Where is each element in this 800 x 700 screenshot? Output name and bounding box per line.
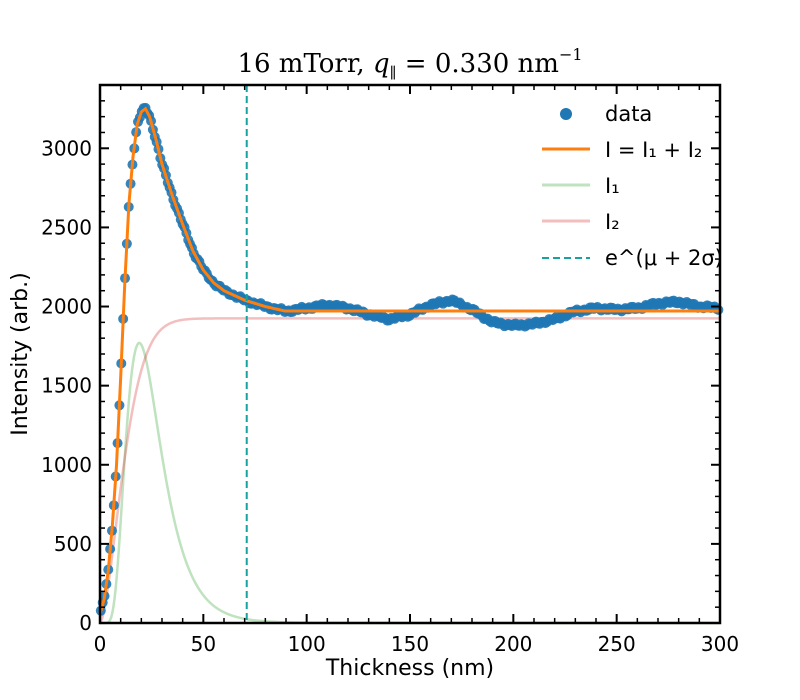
x-tick-label: 100 — [288, 632, 326, 656]
series-i1-line — [100, 341, 720, 625]
x-tick-label: 300 — [701, 632, 739, 656]
y-tick-label: 3000 — [41, 136, 92, 160]
chart-title-sub: ∥ — [390, 64, 397, 82]
series-fit — [98, 106, 720, 614]
legend-label-fit: I = I₁ + I₂ — [605, 138, 702, 162]
y-tick-label: 1500 — [41, 374, 92, 398]
legend-marker-data — [560, 108, 572, 120]
series-data — [95, 102, 724, 616]
legend: data I = I₁ + I₂ I₁ I₂ e^(μ + 2σ) — [542, 102, 723, 270]
x-axis-label: Thickness (nm) — [325, 656, 494, 681]
x-tick-label: 200 — [494, 632, 532, 656]
legend-label-data: data — [605, 102, 652, 126]
legend-label-vline: e^(μ + 2σ) — [605, 246, 723, 270]
x-tick-label: 50 — [191, 632, 216, 656]
chart-title-q: q — [373, 49, 390, 79]
chart-title: 16 mTorr, q∥ = 0.330 nm−1 — [237, 45, 582, 82]
chart-title-rest: = 0.330 nm — [397, 49, 559, 79]
axis-ticks: 0 50 100 150 200 250 3000500100015002000250030… — [41, 84, 739, 656]
x-tick-label: 150 — [391, 632, 429, 656]
y-tick-label: 500 — [54, 532, 92, 556]
y-tick-label: 2000 — [41, 295, 92, 319]
y-axis-label: Intensity (arb.) — [8, 272, 33, 435]
x-tick-label: 0 — [94, 632, 107, 656]
legend-label-i2: I₂ — [605, 210, 620, 234]
y-tick-label: 2500 — [41, 215, 92, 239]
y-tick-label: 1000 — [41, 453, 92, 477]
x-tick-label: 250 — [598, 632, 636, 656]
chart-title-sup: −1 — [559, 45, 583, 64]
y-tick-label: 0 — [79, 611, 92, 635]
series-fit-line — [98, 106, 720, 614]
legend-label-i1: I₁ — [605, 174, 620, 198]
series-i1 — [100, 341, 720, 625]
chart-title-main: 16 mTorr, — [237, 49, 373, 79]
plot-frame — [98, 83, 722, 625]
